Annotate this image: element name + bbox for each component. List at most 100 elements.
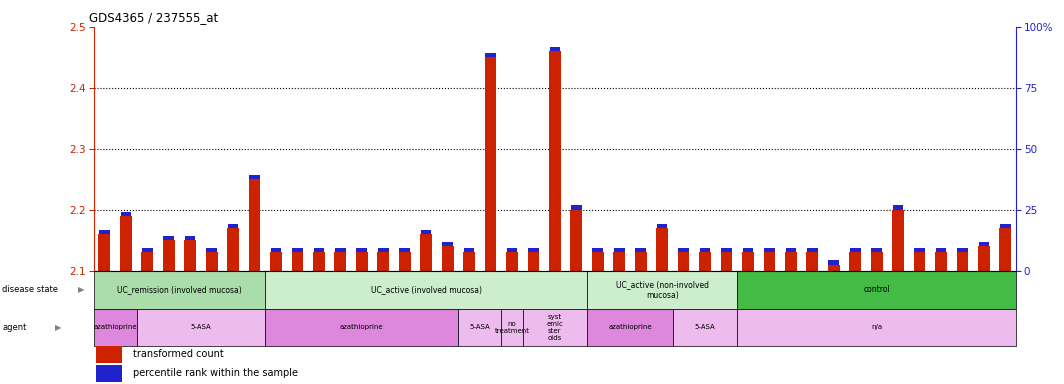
Bar [399, 248, 410, 252]
Bar [807, 252, 818, 271]
Bar [96, 365, 122, 382]
Bar [506, 248, 517, 252]
Bar [463, 252, 475, 271]
Bar [849, 252, 861, 271]
Bar [737, 309, 1016, 346]
Bar [94, 309, 136, 346]
Text: transformed count: transformed count [133, 349, 223, 359]
Bar [870, 252, 882, 271]
Bar [635, 248, 646, 252]
Bar [549, 51, 561, 271]
Bar [464, 248, 475, 252]
Bar [443, 242, 453, 247]
Bar [1000, 224, 1011, 228]
Bar [678, 248, 688, 252]
Bar [700, 248, 711, 252]
Bar [935, 248, 946, 252]
Bar [785, 252, 797, 271]
Bar [999, 228, 1011, 271]
Bar [334, 252, 346, 271]
Bar [571, 205, 582, 210]
Bar [420, 234, 432, 271]
Bar [828, 265, 839, 271]
Text: agent: agent [2, 323, 27, 332]
Text: 5-ASA: 5-ASA [469, 324, 491, 330]
Bar [120, 212, 131, 216]
Bar [935, 252, 947, 271]
Bar [743, 248, 753, 252]
Text: UC_active (involved mucosa): UC_active (involved mucosa) [370, 285, 482, 295]
Bar [270, 248, 281, 252]
Bar [442, 247, 453, 271]
Bar [459, 309, 501, 346]
Bar [979, 242, 990, 247]
Bar [485, 53, 496, 57]
Bar [120, 216, 132, 271]
Bar [914, 248, 925, 252]
Text: syst
emic
ster
oids: syst emic ster oids [547, 314, 563, 341]
Text: control: control [863, 285, 891, 295]
Bar [355, 252, 368, 271]
Text: azathioprine: azathioprine [609, 324, 652, 330]
Bar [163, 240, 174, 271]
Bar [829, 260, 839, 265]
Bar [592, 252, 603, 271]
Bar [764, 248, 775, 252]
Bar [506, 252, 518, 271]
Bar [501, 309, 522, 346]
Bar [335, 248, 346, 252]
Bar [978, 247, 990, 271]
Bar [672, 309, 737, 346]
Bar [957, 252, 968, 271]
Bar [528, 252, 539, 271]
Bar [205, 252, 217, 271]
Text: ▶: ▶ [78, 285, 84, 295]
Bar [142, 248, 152, 252]
Bar [136, 309, 265, 346]
Bar [421, 230, 432, 234]
Bar [270, 252, 282, 271]
Bar [265, 309, 459, 346]
Bar [378, 252, 389, 271]
Bar [699, 252, 711, 271]
Text: GDS4365 / 237555_at: GDS4365 / 237555_at [89, 11, 218, 24]
Bar [184, 240, 196, 271]
Bar [99, 230, 110, 234]
Bar [228, 224, 238, 228]
Bar [164, 236, 174, 240]
Bar [721, 248, 732, 252]
Bar [99, 234, 111, 271]
Bar [807, 248, 817, 252]
Bar [893, 205, 903, 210]
Text: disease state: disease state [2, 285, 59, 295]
Text: azathioprine: azathioprine [340, 324, 384, 330]
Bar [399, 252, 411, 271]
Bar [742, 252, 754, 271]
Bar [528, 248, 538, 252]
Bar [737, 271, 1016, 309]
Bar [484, 57, 497, 271]
Bar [635, 252, 647, 271]
Text: UC_remission (involved mucosa): UC_remission (involved mucosa) [117, 285, 242, 295]
Bar [720, 252, 732, 271]
Text: 5-ASA: 5-ASA [695, 324, 715, 330]
Bar [185, 236, 196, 240]
Bar [764, 252, 776, 271]
Bar [678, 252, 689, 271]
Bar [249, 175, 260, 179]
Bar [550, 47, 560, 51]
Bar [314, 248, 325, 252]
Bar [570, 210, 582, 271]
Bar [587, 271, 737, 309]
Bar [265, 271, 587, 309]
Bar [613, 252, 626, 271]
Bar [249, 179, 261, 271]
Text: percentile rank within the sample: percentile rank within the sample [133, 368, 298, 378]
Bar [958, 248, 968, 252]
Text: UC_active (non-involved
mucosa): UC_active (non-involved mucosa) [616, 280, 709, 300]
Bar [96, 346, 122, 363]
Text: azathioprine: azathioprine [94, 324, 137, 330]
Bar [614, 248, 625, 252]
Text: ▶: ▶ [55, 323, 62, 332]
Bar [850, 248, 861, 252]
